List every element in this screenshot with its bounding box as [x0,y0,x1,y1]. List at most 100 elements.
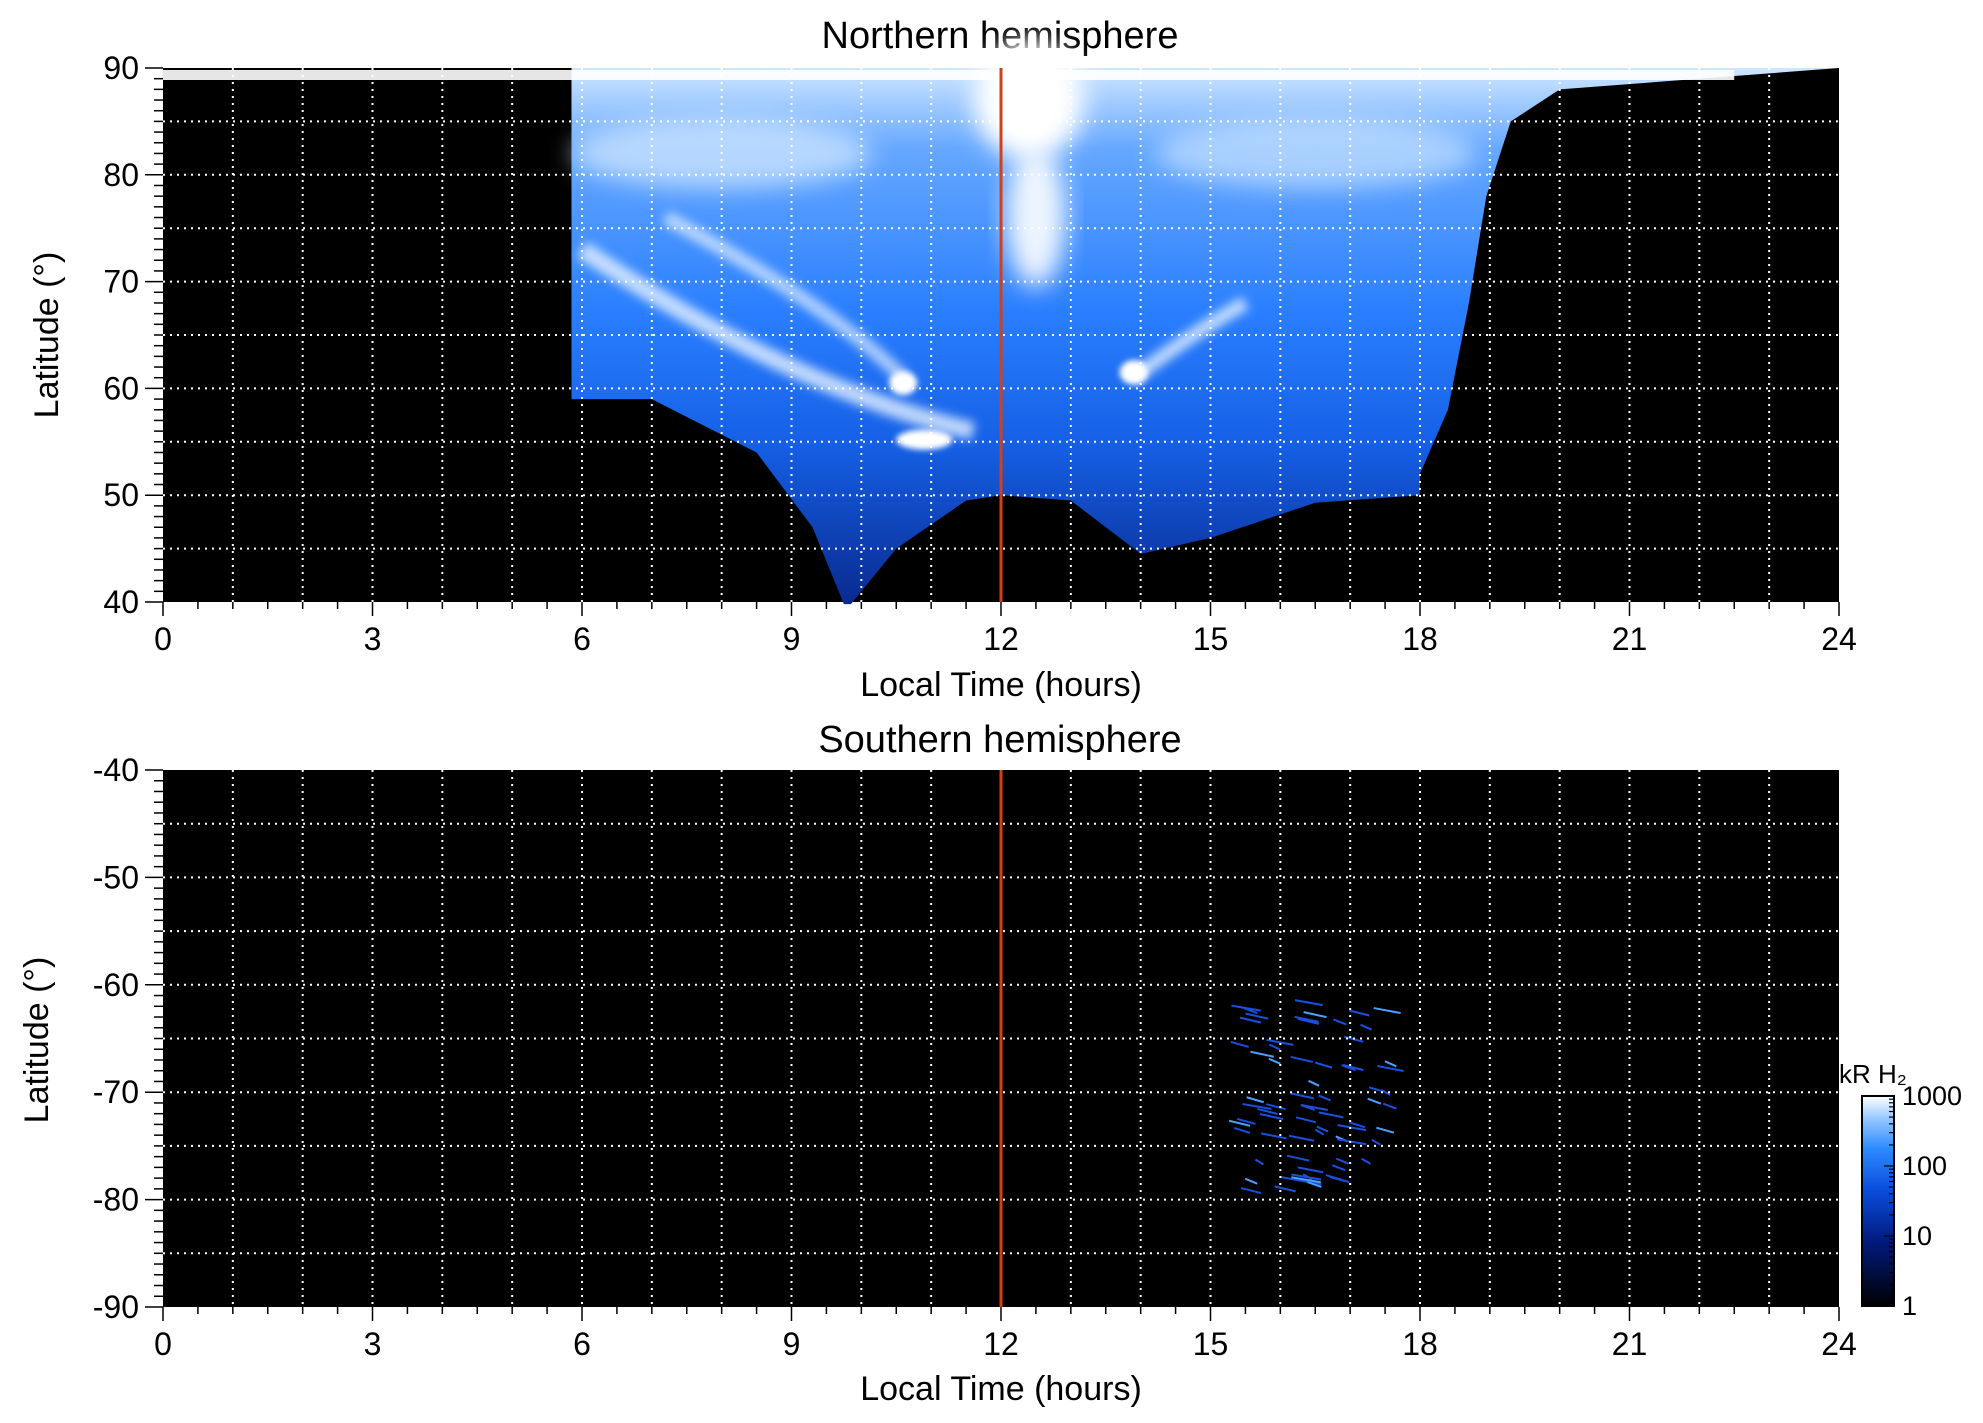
southern-y-tick-label: -70 [93,1074,139,1110]
southern-emission-streak [1316,1125,1329,1133]
southern-emission-streak [1242,1102,1272,1110]
northern-y-tick-label: 60 [103,370,139,406]
southern-emission-streak [1246,1096,1265,1104]
southern-emission-streak [1259,1113,1284,1121]
northern-y-tick-label: 70 [103,264,139,300]
colorbar-label: kR H₂ [1839,1059,1907,1089]
northern-y-tick-label: 80 [103,157,139,193]
northern-y-axis-label: Latitude (°) [28,252,66,419]
southern-panel: Southern hemisphere 0 3 6 9 12 15 18 21 24 -40 -50… [18,719,1857,1408]
northern-axes: 0 3 6 9 12 15 18 21 24 40 50 60 70 80 90 [103,50,1856,657]
northern-x-tick-label: 6 [573,621,591,657]
southern-x-tick-label: 15 [1193,1326,1229,1362]
southern-emission-streak [1236,1117,1256,1125]
southern-emission-streak [1371,1138,1381,1146]
southern-x-tick-label: 12 [983,1326,1019,1362]
southern-emission-streak [1290,1055,1314,1063]
dawn-arc [577,242,976,440]
southern-emission-streak [1342,1064,1364,1071]
southern-x-tick-label: 0 [154,1326,172,1362]
northern-grid [163,68,1839,602]
southern-emission-streak [1245,1012,1269,1020]
southern-emission-streak [1349,1009,1370,1017]
southern-x-axis-label: Local Time (hours) [860,1370,1142,1408]
colorbar-tick-label: 1 [1902,1291,1917,1321]
northern-panel: Northern hemisphere 0 3 6 9 12 15 18 21 24405060… [28,15,1857,704]
northern-x-axis-label: Local Time (hours) [860,666,1142,704]
southern-emission-streak [1250,1050,1275,1058]
colorbar-tick-label: 1000 [1902,1081,1962,1111]
bright-emission-spot [1119,360,1148,385]
southern-emission-streak [1290,1092,1315,1100]
southern-emission-streak [1318,1111,1344,1119]
southern-emission-streak [1376,1126,1395,1134]
southern-emission-streak [1291,1173,1322,1181]
pole-edge-streak [163,70,1735,80]
northern-emission-layer [163,40,1839,605]
southern-emission-streak [1291,1176,1321,1184]
southern-emission-streak [1295,1116,1317,1124]
noon-cusp-glow [973,40,1084,161]
southern-emission-streak [1349,1121,1366,1129]
northern-x-tick-label: 0 [154,621,172,657]
colorbar: kR H₂ 1 10 100 1000 [1839,1059,1962,1321]
southern-emission-streak [1297,1017,1320,1025]
southern-y-tick-label: -40 [93,752,139,788]
southern-emission-streak [1306,1180,1322,1188]
noon-cusp-glow [1005,147,1066,288]
bright-emission-spot [889,371,918,396]
southern-emission-streak [1297,1166,1324,1174]
southern-y-tick-label: -80 [93,1182,139,1218]
colorbar-tick-label: 10 [1902,1221,1932,1251]
southern-emission-streak [1360,1023,1373,1031]
southern-emission-streak [1279,1175,1308,1183]
southern-emission-streak [1254,1158,1264,1166]
southern-x-tick-label: 3 [364,1326,382,1362]
northern-y-tick-label: 90 [103,50,139,86]
southern-emission-streak [1240,1187,1262,1195]
southern-x-tick-label: 21 [1612,1326,1648,1362]
southern-emission-streak [1266,1103,1286,1111]
southern-emission-streak [1325,1174,1344,1182]
southern-y-tick-label: -90 [93,1289,139,1325]
southern-title: Southern hemisphere [818,719,1181,761]
northern-x-tick-label: 18 [1402,621,1438,657]
southern-emission-streak [1367,1097,1382,1105]
southern-emission-streak [1268,1043,1281,1051]
southern-x-tick-label: 18 [1402,1326,1438,1362]
southern-emission-streak [1239,1016,1262,1024]
southern-emission-streak [1268,1057,1281,1065]
southern-emission-streak [1294,999,1323,1007]
southern-emission-layer [1228,999,1404,1195]
southern-emission-streak [1286,1154,1310,1162]
southern-emission-streak [1243,1007,1258,1015]
southern-axes: 0 3 6 9 12 15 18 21 24 -40 -50 -60 -70 -80 -90 [93,752,1857,1362]
colorbar-tick-label: 100 [1902,1151,1947,1181]
southern-emission-streak [1361,1157,1371,1165]
northern-y-tick-label: 40 [103,584,139,620]
southern-emission-streak [1266,1038,1294,1046]
southern-emission-streak [1303,1011,1327,1019]
southern-emission-streak [1377,1065,1404,1073]
southern-emission-streak [1384,1060,1397,1068]
northern-x-tick-label: 15 [1193,621,1229,657]
southern-emission-streak [1294,1015,1319,1023]
southern-emission-streak [1314,1128,1325,1136]
southern-emission-streak [1274,1185,1296,1193]
southern-x-tick-label: 6 [573,1326,591,1362]
southern-emission-streak [1341,1064,1356,1072]
southern-emission-streak [1318,1094,1331,1102]
southern-emission-streak [1288,1134,1315,1142]
southern-emission-streak [1337,1124,1367,1132]
bright-emission-spot [1014,109,1043,134]
southern-emission-streak [1335,1157,1350,1165]
southern-emission-streak [1260,1132,1287,1140]
northern-x-tick-label: 21 [1612,621,1648,657]
southern-emission-streak [1380,1089,1391,1096]
dusk-high-latitude-glow [1155,118,1476,189]
southern-emission-streak [1373,1007,1401,1015]
northern-x-tick-label: 12 [983,621,1019,657]
southern-emission-streak [1332,1018,1347,1026]
bright-emission-spot [896,429,953,450]
